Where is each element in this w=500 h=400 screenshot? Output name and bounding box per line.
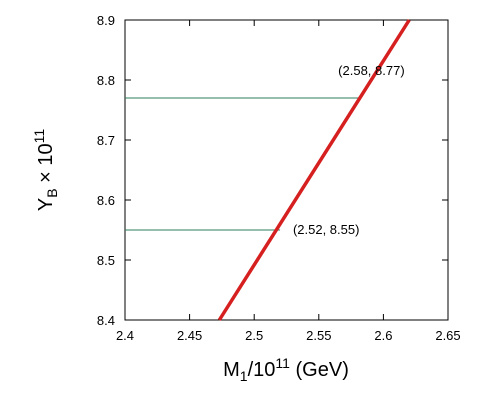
x-axis-label-sub: 1	[240, 368, 248, 384]
reference-lines	[125, 97, 362, 231]
y-tick-label: 8.6	[97, 193, 115, 208]
x-tick-label: 2.6	[374, 328, 392, 343]
x-tick-label: 2.55	[306, 328, 331, 343]
y-axis-ticks: 8.4 8.5 8.6 8.7 8.8 8.9	[97, 13, 448, 328]
y-axis-label: YB × 1011	[31, 129, 60, 211]
x-axis-ticks: 2.4 2.45 2.5 2.55 2.6 2.65	[116, 20, 461, 343]
y-axis-label-sup: 11	[31, 129, 47, 144]
x-tick-label: 2.45	[177, 328, 202, 343]
y-axis-label-base: Y	[35, 198, 57, 211]
x-tick-label: 2.65	[435, 328, 460, 343]
x-axis-label: M1/1011 (GeV)	[223, 355, 349, 384]
y-tick-label: 8.5	[97, 253, 115, 268]
y-tick-label: 8.7	[97, 133, 115, 148]
annotations: (2.52, 8.55) (2.58, 8.77)	[293, 63, 405, 237]
x-tick-label: 2.5	[245, 328, 263, 343]
point-annotation: (2.52, 8.55)	[293, 222, 360, 237]
point-annotation: (2.58, 8.77)	[338, 63, 405, 78]
y-tick-label: 8.9	[97, 13, 115, 28]
x-axis-label-mid: /10	[248, 359, 276, 381]
x-axis-label-sup: 11	[275, 355, 290, 371]
y-tick-label: 8.8	[97, 73, 115, 88]
x-axis-label-base: M	[223, 359, 240, 381]
x-tick-label: 2.4	[116, 328, 134, 343]
series-line	[217, 19, 411, 321]
y-axis-label-mid: × 10	[35, 143, 57, 188]
series-group	[217, 19, 411, 321]
y-axis-label-sub: B	[44, 188, 60, 197]
x-axis-label-tail: (GeV)	[290, 359, 349, 381]
plot-frame	[124, 19, 449, 321]
y-tick-label: 8.4	[97, 313, 115, 328]
